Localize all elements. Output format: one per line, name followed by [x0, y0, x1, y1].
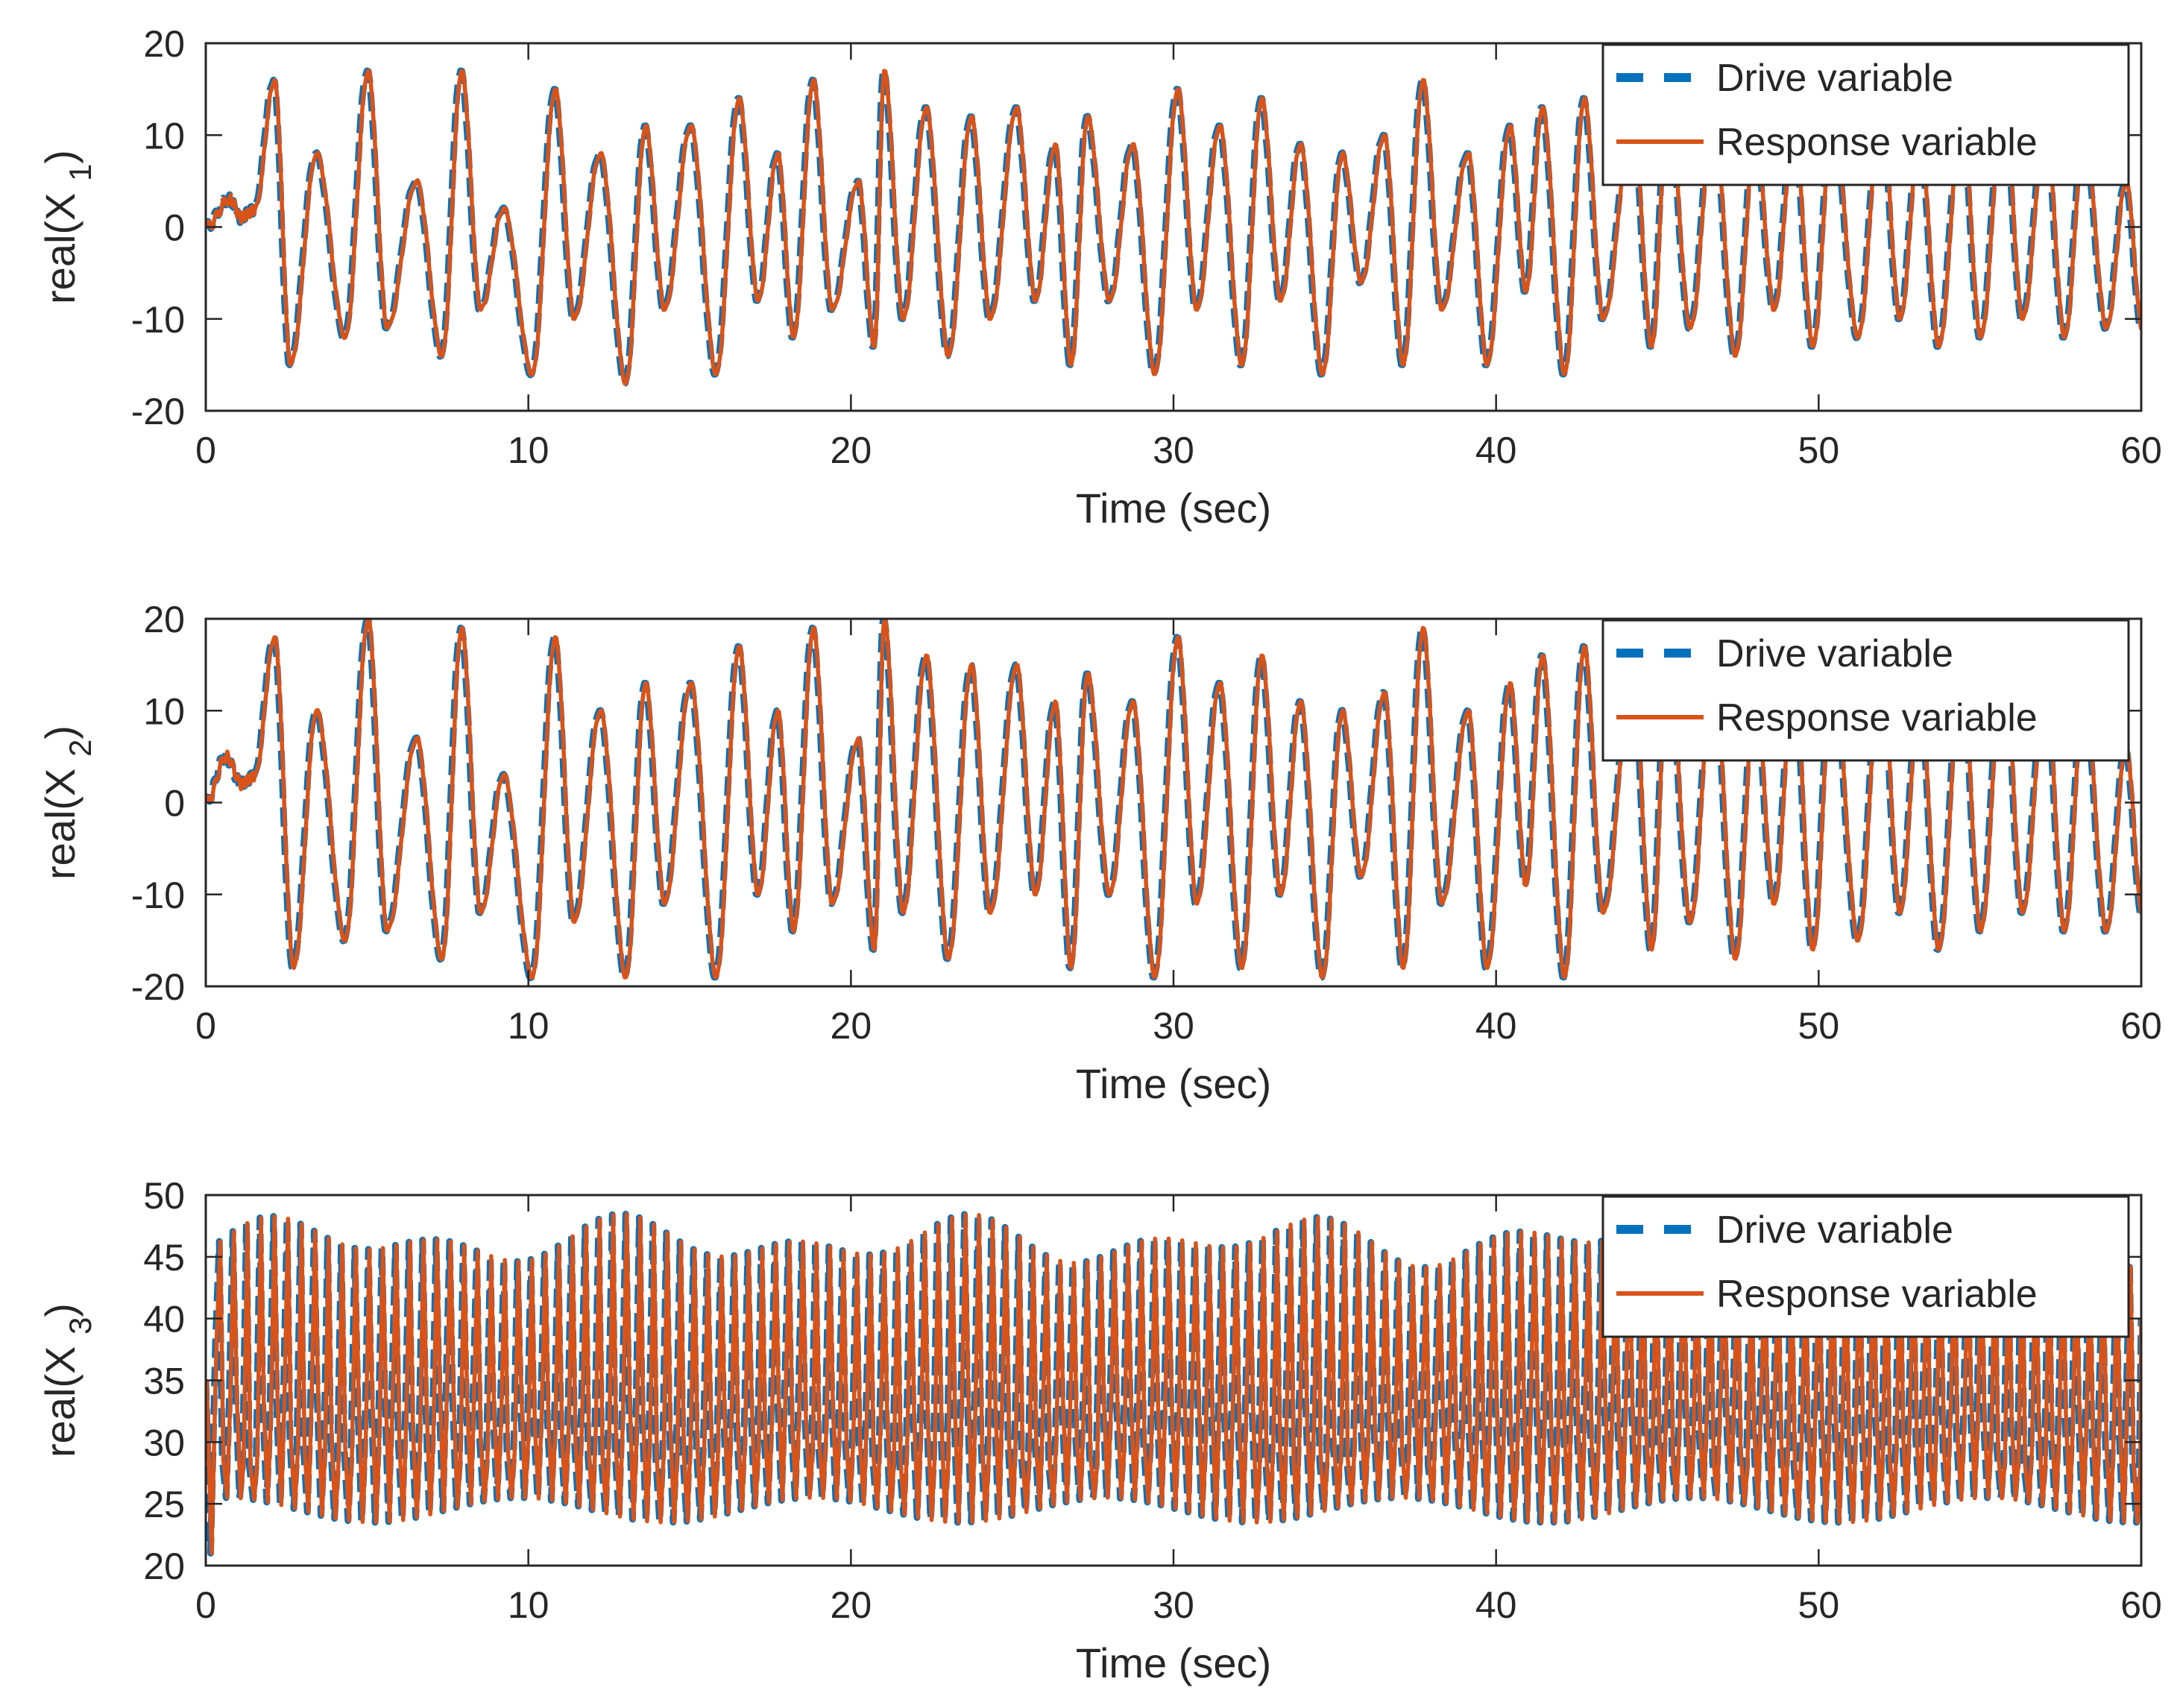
- legend-label-response: Response variable: [1716, 696, 2038, 740]
- y-tick-label: 25: [143, 1484, 185, 1525]
- y-tick-label: -10: [131, 299, 185, 341]
- x-tick-label: 60: [2120, 429, 2162, 471]
- legend: Drive variable Response variable: [1601, 1195, 2130, 1338]
- y-tick-label: 0: [164, 783, 185, 825]
- x-tick-label: 10: [508, 1005, 549, 1047]
- x-tick-label: 0: [195, 1005, 216, 1047]
- y-tick-label: -20: [131, 966, 185, 1008]
- y-tick-label: 50: [143, 1175, 185, 1217]
- x-tick-label: 30: [1153, 1584, 1194, 1626]
- y-tick-label: 10: [143, 690, 185, 732]
- y-tick-label: 30: [143, 1422, 185, 1463]
- x-tick-label: 20: [831, 1584, 872, 1626]
- series-group: [206, 1211, 2141, 1557]
- subplot-3: 0 10 20 30 40 50 60 20 25 30 35 40 45 50 Time (sec) rea…: [37, 1175, 2162, 1686]
- y-axis-label: real(X 2): [37, 725, 98, 880]
- y-tick-label: 20: [143, 1545, 185, 1587]
- x-tick-label: 30: [1153, 1005, 1194, 1047]
- x-axis-label: Time (sec): [1076, 485, 1271, 532]
- legend: Drive variable Response variable: [1601, 43, 2130, 186]
- y-tick-label: 40: [143, 1299, 185, 1340]
- y-tick-label: 0: [164, 207, 185, 249]
- legend-label-drive: Drive variable: [1716, 57, 1953, 100]
- x-tick-label: 50: [1798, 1005, 1840, 1047]
- legend-label-response: Response variable: [1716, 121, 2038, 164]
- series-group: [206, 67, 2141, 388]
- x-tick-label: 20: [831, 429, 872, 471]
- y-tick-label: 20: [143, 599, 185, 640]
- x-tick-label: 50: [1798, 1584, 1840, 1626]
- x-tick-label: 60: [2120, 1584, 2162, 1626]
- x-axis-label: Time (sec): [1076, 1060, 1271, 1107]
- x-tick-label: 50: [1798, 429, 1840, 471]
- x-tick-label: 30: [1153, 429, 1194, 471]
- x-tick-label: 40: [1475, 429, 1517, 471]
- legend-box: [1601, 1195, 2130, 1338]
- x-tick-label: 0: [195, 429, 216, 471]
- y-tick-label: -20: [131, 391, 185, 432]
- legend-box: [1601, 619, 2130, 762]
- legend-label-drive: Drive variable: [1716, 1208, 1953, 1252]
- subplot-2: 0 10 20 30 40 50 60 -20 -10 0 10 20 Time (sec) real(X…: [37, 599, 2162, 1107]
- y-tick-label: 10: [143, 115, 185, 157]
- legend-label-drive: Drive variable: [1716, 632, 1953, 675]
- y-tick-label: 35: [143, 1361, 185, 1402]
- y-axis-label: real(X 3): [37, 1303, 98, 1458]
- y-tick-label: 20: [143, 23, 185, 65]
- legend-label-response: Response variable: [1716, 1273, 2038, 1316]
- legend: Drive variable Response variable: [1601, 619, 2130, 762]
- series-response-variable: [206, 1211, 2141, 1556]
- x-tick-label: 20: [831, 1005, 872, 1047]
- legend-box: [1601, 43, 2130, 186]
- series-response-variable: [206, 619, 2141, 980]
- x-axis-label: Time (sec): [1076, 1639, 1271, 1686]
- x-tick-label: 40: [1475, 1584, 1517, 1626]
- x-tick-label: 60: [2120, 1005, 2162, 1047]
- series-response-variable: [206, 69, 2141, 386]
- x-tick-label: 10: [508, 1584, 549, 1626]
- y-axis-label: real(X 1): [37, 150, 98, 304]
- subplot-1: 0 10 20 30 40 50 60 -20 -10 0 10 20 Time (sec) real(X…: [37, 23, 2162, 532]
- x-tick-label: 0: [195, 1584, 216, 1626]
- x-tick-label: 40: [1475, 1005, 1517, 1047]
- y-tick-label: -10: [131, 875, 185, 916]
- y-tick-label: 45: [143, 1237, 185, 1279]
- x-tick-label: 10: [508, 429, 549, 471]
